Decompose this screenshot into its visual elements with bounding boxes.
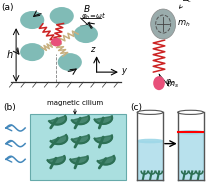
Text: (b): (b)	[3, 103, 16, 112]
Text: (a): (a)	[1, 3, 14, 12]
Polygon shape	[47, 156, 65, 164]
Polygon shape	[51, 135, 67, 144]
Polygon shape	[72, 116, 89, 124]
Circle shape	[153, 76, 165, 90]
Text: $\Delta_c$: $\Delta_c$	[180, 0, 192, 8]
Circle shape	[58, 53, 82, 71]
Circle shape	[20, 43, 44, 61]
Circle shape	[151, 9, 176, 39]
Polygon shape	[95, 116, 112, 124]
Bar	[178, 132, 203, 180]
Text: $m_s$: $m_s$	[167, 80, 180, 90]
Text: magnetic cilium: magnetic cilium	[47, 100, 103, 114]
Polygon shape	[72, 135, 89, 143]
Polygon shape	[49, 116, 66, 125]
Polygon shape	[70, 156, 88, 164]
Text: $m_h$: $m_h$	[177, 19, 191, 29]
Text: (c): (c)	[131, 103, 143, 112]
Circle shape	[50, 7, 74, 25]
Bar	[138, 141, 163, 180]
Polygon shape	[95, 136, 112, 143]
Polygon shape	[98, 156, 115, 165]
Ellipse shape	[138, 139, 163, 143]
Text: $\varphi_c$: $\varphi_c$	[165, 77, 175, 88]
Text: h: h	[6, 50, 12, 60]
Text: y: y	[121, 66, 126, 75]
Circle shape	[74, 25, 98, 43]
Circle shape	[52, 39, 61, 46]
Text: $\varphi_b\!=\!\omega t$: $\varphi_b\!=\!\omega t$	[81, 11, 106, 22]
Text: $B$: $B$	[83, 3, 91, 14]
FancyBboxPatch shape	[30, 114, 126, 180]
Circle shape	[20, 11, 44, 29]
Ellipse shape	[178, 131, 203, 134]
Text: z: z	[90, 45, 95, 54]
